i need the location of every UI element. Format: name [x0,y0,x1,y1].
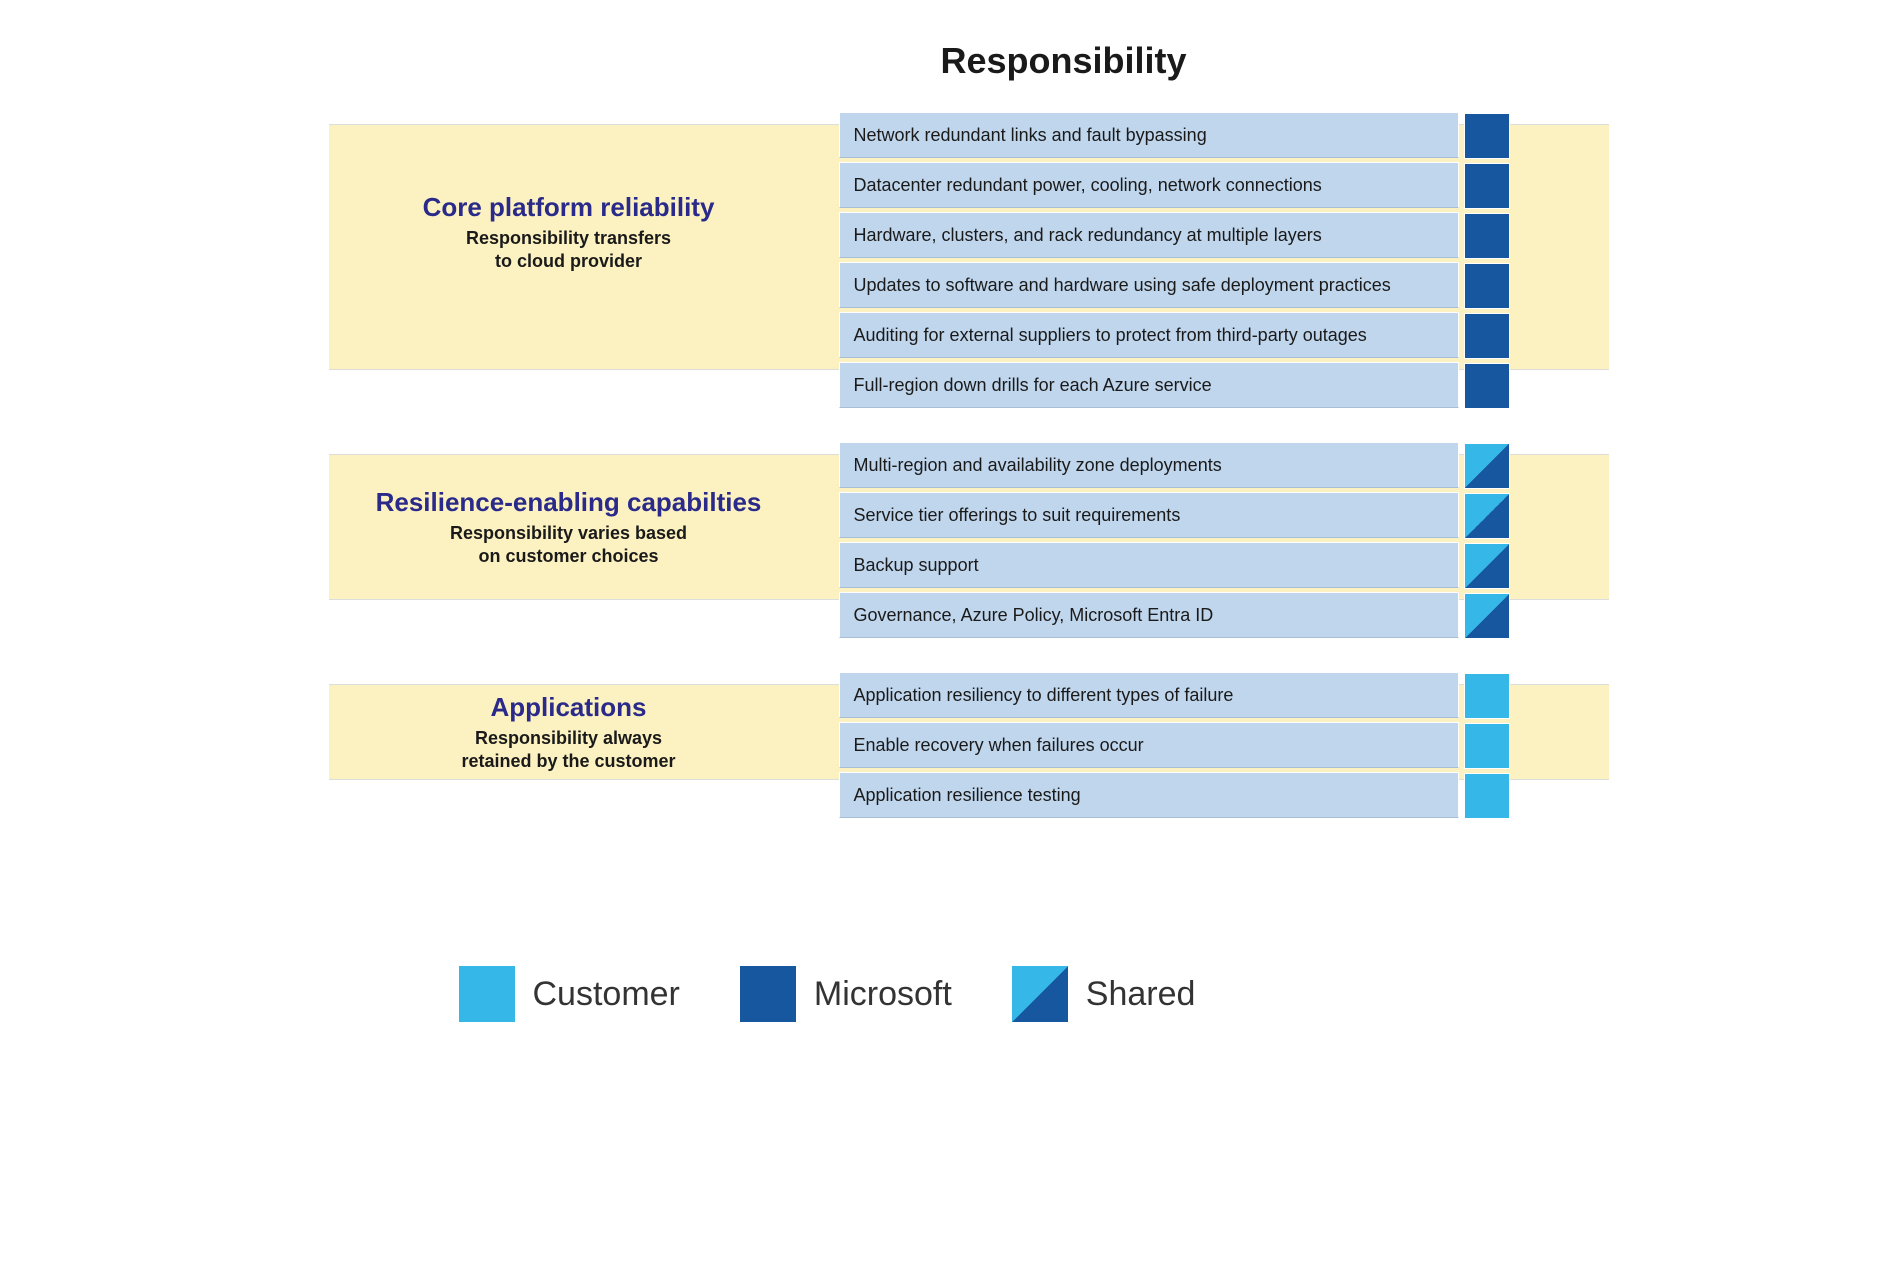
owner-indicator-customer [1464,673,1510,719]
legend-label-microsoft: Microsoft [814,975,952,1014]
group-subtitle: Responsibility alwaysretained by the cus… [339,727,799,774]
group-title: Core platform reliability [339,192,799,223]
rows-col: Multi-region and availability zone deplo… [839,442,1459,638]
group-1: Resilience-enabling capabilties Responsib… [339,442,1539,642]
group-label-area: Applications Responsibility alwaysretaine… [339,692,799,774]
main-title: Responsibility [339,40,1539,82]
group-label-area: Core platform reliability Responsibility … [339,192,799,274]
legend-swatch-customer [459,966,515,1022]
item-label: Network redundant links and fault bypass… [854,125,1207,146]
owner-indicator-microsoft [1464,313,1510,359]
group-title: Applications [339,692,799,723]
owner-indicator-microsoft [1464,113,1510,159]
group-2: Applications Responsibility alwaysretaine… [339,672,1539,822]
legend-item-customer: Customer [459,966,680,1022]
item-row: Application resilience testing [839,772,1459,818]
item-label: Datacenter redundant power, cooling, net… [854,175,1322,196]
item-label: Full-region down drills for each Azure s… [854,375,1212,396]
item-row: Full-region down drills for each Azure s… [839,362,1459,408]
owner-indicator-microsoft [1464,263,1510,309]
legend-item-shared: Shared [1012,966,1196,1022]
item-row: Hardware, clusters, and rack redundancy … [839,212,1459,258]
legend-item-microsoft: Microsoft [740,966,952,1022]
legend-label-customer: Customer [533,975,680,1014]
legend: Customer Microsoft Shared [459,966,1196,1022]
item-row: Backup support [839,542,1459,588]
rows-col: Network redundant links and fault bypass… [839,112,1459,408]
item-row: Datacenter redundant power, cooling, net… [839,162,1459,208]
owner-indicator-microsoft [1464,363,1510,409]
item-label: Governance, Azure Policy, Microsoft Entr… [854,605,1214,626]
groups-container: Core platform reliability Responsibility … [339,112,1539,822]
item-label: Application resilience testing [854,785,1081,806]
owner-indicator-shared [1464,493,1510,539]
legend-label-shared: Shared [1086,975,1196,1014]
item-row: Network redundant links and fault bypass… [839,112,1459,158]
item-label: Hardware, clusters, and rack redundancy … [854,225,1322,246]
group-subtitle: Responsibility varies basedon customer c… [339,522,799,569]
owner-indicator-microsoft [1464,213,1510,259]
item-label: Updates to software and hardware using s… [854,275,1391,296]
item-row: Enable recovery when failures occur [839,722,1459,768]
legend-swatch-shared [1012,966,1068,1022]
item-row: Updates to software and hardware using s… [839,262,1459,308]
group-title: Resilience-enabling capabilties [339,487,799,518]
owner-indicator-customer [1464,723,1510,769]
item-row: Application resiliency to different type… [839,672,1459,718]
owner-indicator-shared [1464,543,1510,589]
group-subtitle: Responsibility transfersto cloud provide… [339,227,799,274]
group-0: Core platform reliability Responsibility … [339,112,1539,412]
owner-indicator-customer [1464,773,1510,819]
diagram-canvas: Responsibility Core platform reliability… [339,40,1539,852]
item-row: Service tier offerings to suit requireme… [839,492,1459,538]
owner-indicator-microsoft [1464,163,1510,209]
item-row: Governance, Azure Policy, Microsoft Entr… [839,592,1459,638]
item-label: Service tier offerings to suit requireme… [854,505,1181,526]
item-label: Application resiliency to different type… [854,685,1234,706]
item-row: Multi-region and availability zone deplo… [839,442,1459,488]
owner-indicator-shared [1464,593,1510,639]
item-row: Auditing for external suppliers to prote… [839,312,1459,358]
item-label: Auditing for external suppliers to prote… [854,325,1367,346]
item-label: Enable recovery when failures occur [854,735,1144,756]
rows-col: Application resiliency to different type… [839,672,1459,818]
group-label-area: Resilience-enabling capabilties Responsib… [339,487,799,569]
legend-swatch-microsoft [740,966,796,1022]
item-label: Backup support [854,555,979,576]
item-label: Multi-region and availability zone deplo… [854,455,1222,476]
owner-indicator-shared [1464,443,1510,489]
